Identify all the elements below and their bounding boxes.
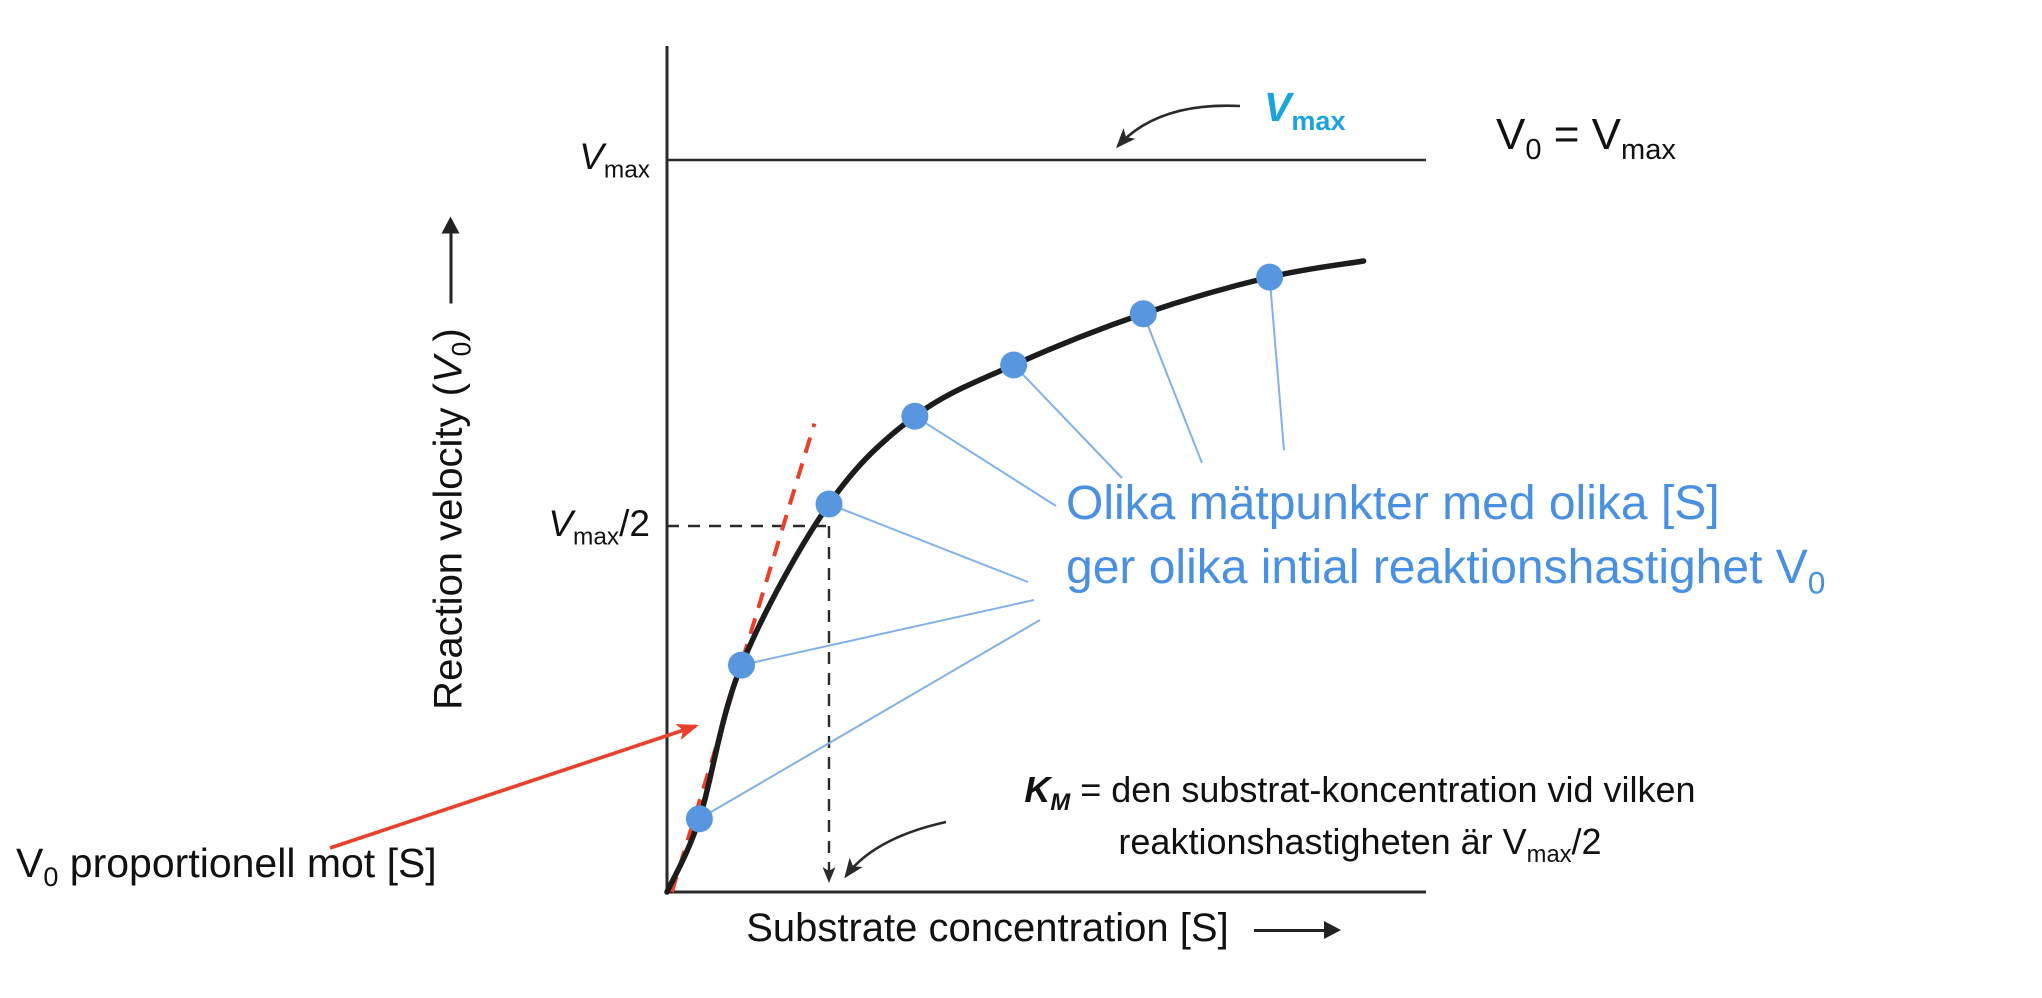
y-axis-v-symbol: V [426,356,471,384]
point-callout-line [741,599,1035,667]
measurement-points-line2-subscript: 0 [1807,564,1826,601]
data-point [901,402,929,430]
y-axis-v-subscript: 0 [446,341,477,357]
data-point [815,490,843,518]
y-axis-label-text: Reaction velocity ( [426,383,471,710]
vmax-callout-v-symbol: V [1264,84,1292,130]
measurement-points-annotation: Olika mätpunkter med olika [S] ger olika… [1066,472,1825,600]
prop-text: proportionell mot [S] [58,840,437,886]
measurement-points-line2-text: ger olika intial reaktionshastighet V [1066,541,1808,594]
tangent-pointer-arrow [329,723,699,850]
km-definition-line2: reaktionshastigheten är Vmax/2 [1000,816,1720,868]
data-point [728,651,756,679]
data-point [1256,263,1284,291]
prop-v-symbol: V [16,840,44,886]
up-arrow-icon [449,219,453,304]
point-callout-line [1142,313,1203,464]
measurement-points-line1: Olika mätpunkter med olika [S] [1066,477,1720,530]
right-arrow-icon [1253,920,1341,939]
vmax-half-subscript: max [573,523,620,551]
vmax-v-symbol: V [579,136,604,177]
v0-equals-vmax-label: V0 = Vmax [1496,110,1676,164]
data-point [1129,300,1157,328]
km-definition-annotation: KM = den substrat-koncentration vid vilk… [1000,764,1720,868]
measurement-points-line2: ger olika intial reaktionshastighet V0 [1066,536,1825,600]
point-callout-lines [698,277,1285,820]
km-definition-text: = den substrat-koncentration vid vilken [1070,769,1696,810]
data-point [1000,351,1028,379]
vmax-callout-subscript: max [1291,106,1346,137]
point-callout-line [1012,364,1123,479]
x-axis-label-text: Substrate concentration [S] [746,906,1229,950]
prop-v-subscript: 0 [43,862,59,893]
vmax-half-tick-label: Vmax/2 [548,503,650,549]
km-definition-line1: KM = den substrat-koncentration vid vilk… [1000,764,1720,816]
eq-v-symbol: V [1496,110,1526,159]
y-axis-label-close: ) [426,328,471,342]
km-definition-line2-suffix: /2 [1571,821,1602,862]
point-callout-line [914,415,1057,507]
point-callout-line [1268,277,1285,451]
data-points [685,263,1284,833]
vmax-half-v-symbol: V [548,503,574,544]
km-definition-line2-subscript: max [1526,841,1572,869]
point-callout-line [698,619,1041,820]
vmax-subscript: max [603,156,650,184]
km-pointer-arrow [844,820,947,879]
y-axis-label: Reaction velocity (V0) [426,65,477,865]
x-axis-label: Substrate concentration [S] [642,906,1442,951]
vmax-tick-label: Vmax [579,136,650,182]
eq-v-subscript: 0 [1525,133,1542,166]
v0-proportional-annotation: V0 proportionell mot [S] [16,840,437,891]
km-definition-line2-text: reaktionshastigheten är V [1118,821,1527,862]
eq-mid-text: = V [1541,110,1622,159]
data-point [685,805,713,833]
eq-max-subscript: max [1621,133,1676,166]
reference-lines [667,158,1426,883]
vmax-half-suffix: /2 [619,503,650,544]
km-k-symbol: K [1024,769,1051,810]
vmax-pointer-arrow [1115,104,1241,149]
vmax-callout-label: Vmax [1264,84,1346,135]
point-callout-line [828,503,1029,583]
annotation-arrows [329,104,1241,879]
km-k-subscript: M [1050,789,1071,817]
